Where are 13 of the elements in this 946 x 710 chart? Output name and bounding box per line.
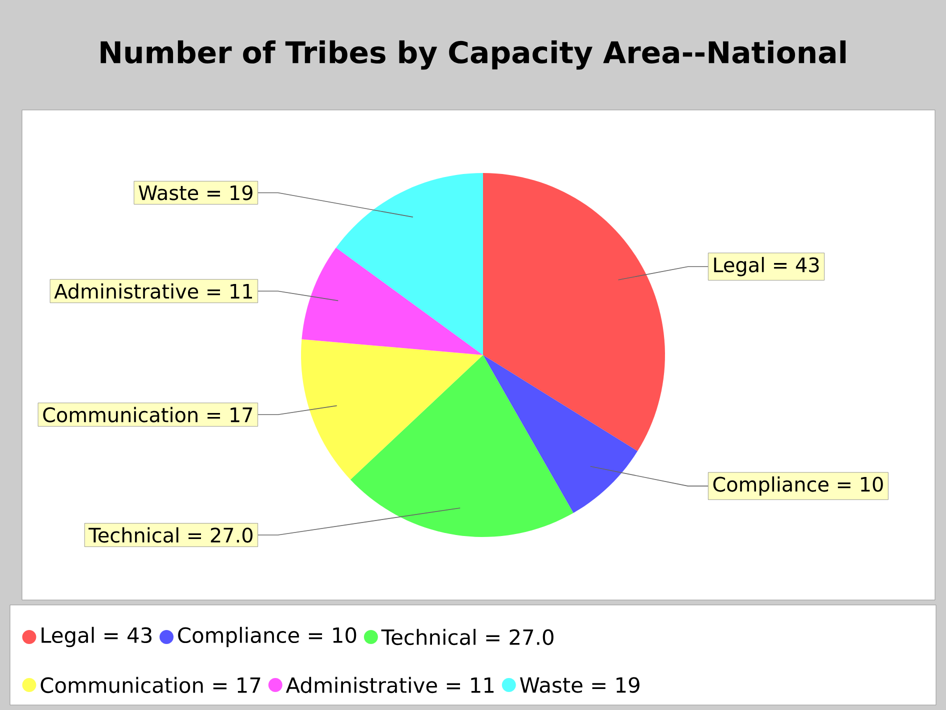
legend-label: Legal = 43 bbox=[42, 626, 152, 648]
legend-label: Administrative = 11 bbox=[286, 676, 494, 694]
data-label: Technical = 27.0 bbox=[88, 527, 252, 543]
legend-label: Compliance = 10 bbox=[178, 626, 356, 648]
legend-label: Technical = 27.0 bbox=[381, 628, 554, 646]
data-label: Compliance = 10 bbox=[713, 476, 883, 496]
data-label: Communication = 17 bbox=[43, 406, 252, 422]
data-label: Waste = 19 bbox=[138, 185, 252, 200]
legend-label: Waste = 19 bbox=[520, 677, 640, 693]
chart-title: Number of Tribes by Capacity Area--National bbox=[100, 40, 846, 70]
legend-label: Communication = 17 bbox=[40, 676, 260, 694]
data-label: Legal = 43 bbox=[714, 256, 819, 276]
data-label: Administrative = 11 bbox=[54, 283, 252, 299]
